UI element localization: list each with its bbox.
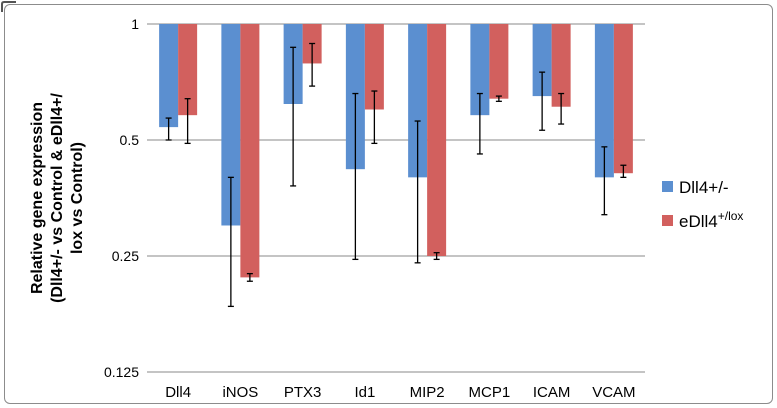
x-axis-categories: Dll4 iNOS PTX3 Id1 MIP2 MCP1 ICAM VCAM [165, 384, 635, 401]
legend-swatch-dll4 [662, 181, 673, 192]
x-category-label: Id1 [354, 384, 375, 401]
bar [532, 24, 552, 97]
chart-frame [4, 4, 773, 404]
bars [159, 24, 633, 278]
y-axis-label-line: (Dll4+/- vs Control & eDll4+/ [49, 93, 66, 303]
error-bars [165, 42, 627, 308]
legend-swatch-edll4 [662, 215, 673, 226]
y-tick-label: 0.125 [104, 364, 139, 380]
x-category-label: MIP2 [410, 384, 445, 401]
y-tick-label: 0.5 [120, 132, 140, 148]
bar [178, 24, 198, 116]
y-axis-ticks: 1 0.5 0.25 0.125 [104, 16, 139, 380]
bar [427, 24, 447, 256]
bar [364, 24, 384, 110]
bar [594, 24, 614, 178]
x-category-label: VCAM [592, 384, 635, 401]
legend-label-dll4: Dll4+/- [679, 178, 729, 197]
bar [470, 24, 490, 116]
bar [408, 24, 428, 178]
y-axis-label-line: lox vs Control) [69, 142, 86, 254]
bar [551, 24, 571, 107]
bar [159, 24, 179, 128]
y-tick-label: 1 [131, 16, 139, 32]
y-axis-label: Relative gene expression (Dll4+/- vs Cont… [29, 93, 86, 303]
x-category-label: MCP1 [469, 384, 511, 401]
bar [613, 24, 633, 174]
x-category-label: ICAM [533, 384, 571, 401]
x-category-label: PTX3 [284, 384, 322, 401]
x-category-label: iNOS [222, 384, 258, 401]
legend: Dll4+/- eDll4+/lox [662, 178, 743, 231]
legend-label-edll4: eDll4+/lox [679, 209, 743, 231]
bar [240, 24, 260, 278]
bar [489, 24, 509, 99]
bar [221, 24, 241, 226]
x-category-label: Dll4 [165, 384, 191, 401]
y-tick-label: 0.25 [112, 248, 139, 264]
panel-corner-mark [1, 1, 16, 12]
y-axis-label-line: Relative gene expression [29, 102, 46, 294]
